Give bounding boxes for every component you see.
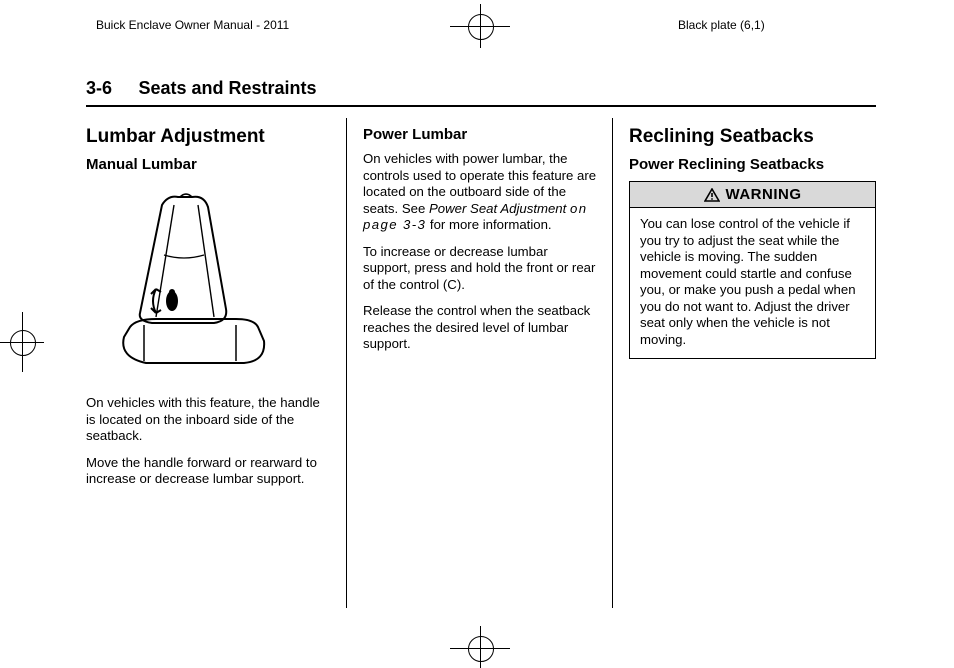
content-columns: Lumbar Adjustment Manual Lumbar	[86, 118, 876, 608]
warning-triangle-icon	[704, 188, 720, 202]
chapter-title: Seats and Restraints	[138, 78, 316, 98]
col1-heading: Lumbar Adjustment	[86, 126, 328, 148]
col3-subheading: Power Reclining Seatbacks	[629, 156, 876, 173]
top-left-meta: Buick Enclave Owner Manual - 2011	[96, 18, 289, 32]
col2-para-3: Release the control when the seatback re…	[363, 303, 598, 353]
seat-illustration	[86, 185, 286, 380]
crop-mark-top	[450, 6, 510, 46]
col1-para-2: Move the handle forward or rearward to i…	[86, 455, 328, 488]
col1-para-1: On vehicles with this feature, the handl…	[86, 395, 328, 445]
column-1: Lumbar Adjustment Manual Lumbar	[86, 118, 346, 608]
col2-p1-d: for more information.	[426, 217, 551, 232]
column-3: Reclining Seatbacks Power Reclining Seat…	[612, 118, 876, 608]
warning-box: WARNING You can lose control of the vehi…	[629, 181, 876, 359]
page-number: 3-6	[86, 78, 112, 98]
top-right-meta: Black plate (6,1)	[678, 18, 765, 32]
col3-heading: Reclining Seatbacks	[629, 126, 876, 148]
col2-para-1: On vehicles with power lumbar, the contr…	[363, 151, 598, 234]
col2-p1-ref-title: Power Seat Adjustment	[429, 201, 570, 216]
crop-mark-left	[2, 312, 42, 372]
col2-para-2: To increase or decrease lumbar support, …	[363, 244, 598, 294]
col2-subheading: Power Lumbar	[363, 126, 598, 143]
warning-body: You can lose control of the vehicle if y…	[630, 208, 875, 358]
section-header: 3-6 Seats and Restraints	[86, 78, 876, 107]
crop-mark-bottom	[450, 628, 510, 668]
page-root: Buick Enclave Owner Manual - 2011 Black …	[0, 0, 954, 668]
column-2: Power Lumbar On vehicles with power lumb…	[346, 118, 612, 608]
col1-subheading: Manual Lumbar	[86, 156, 328, 173]
warning-label: WARNING	[726, 186, 802, 203]
warning-header: WARNING	[630, 182, 875, 208]
